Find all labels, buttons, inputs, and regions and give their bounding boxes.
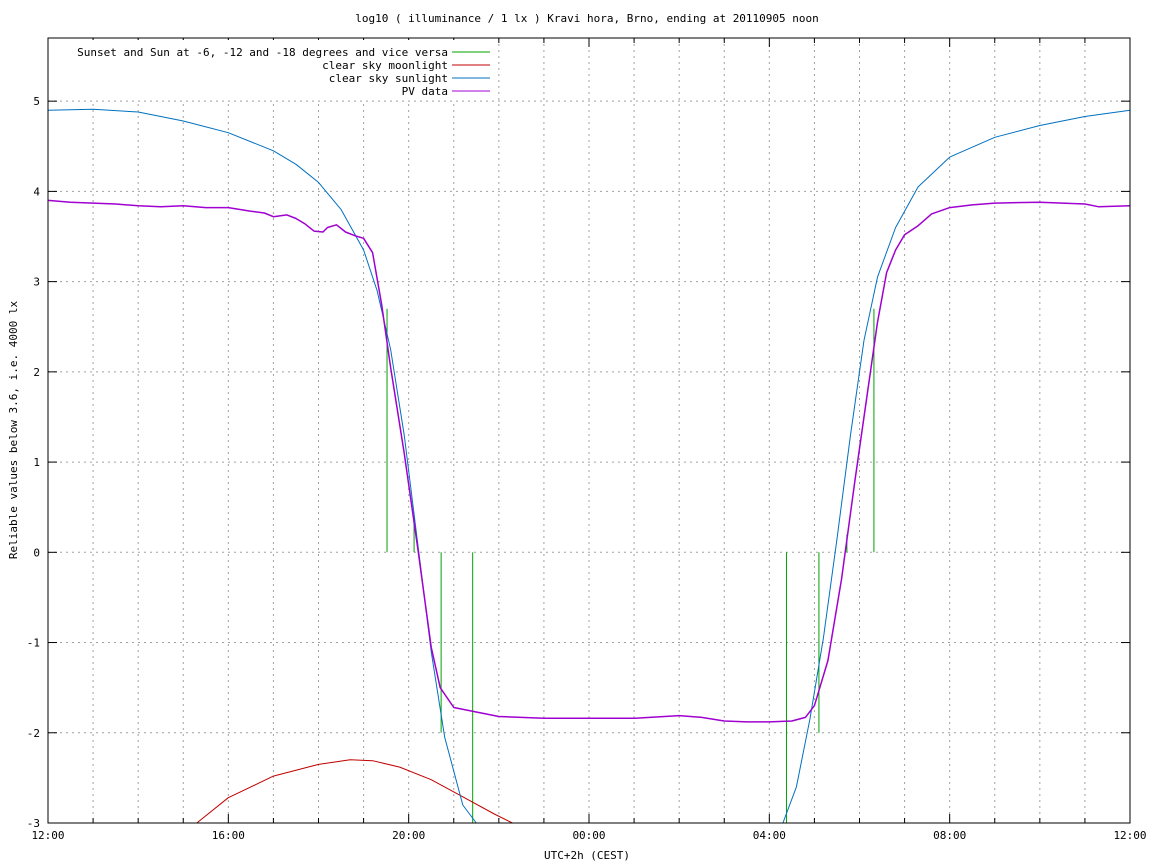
series-layer <box>47 108 1131 824</box>
x-axis-ticks: 12:00 16:00 20:00 00:00 04:00 08:00 12:00 <box>31 38 1147 842</box>
x-tick-label: 16:00 <box>212 829 245 842</box>
series-line <box>196 759 513 824</box>
x-axis-label: UTC+2h (CEST) <box>544 849 630 862</box>
x-tick-label: 12:00 <box>1113 829 1146 842</box>
series-2 <box>47 108 1131 824</box>
x-tick-label: 08:00 <box>933 829 966 842</box>
y-axis-ticks: -3 -2 -1 0 1 2 3 4 5 <box>27 95 1130 830</box>
x-tick-label: 12:00 <box>31 829 64 842</box>
y-tick-label: 3 <box>33 276 40 289</box>
y-tick-label: 2 <box>33 366 40 379</box>
chart-title: log10 ( illuminance / 1 lx ) Kravi hora,… <box>355 12 819 25</box>
legend-label: clear sky sunlight <box>329 72 448 85</box>
y-tick-label: 5 <box>33 95 40 108</box>
legend-label: Sunset and Sun at -6, -12 and -18 degree… <box>77 46 448 59</box>
legend-label: PV data <box>402 85 448 98</box>
x-tick-label: 20:00 <box>392 829 425 842</box>
y-tick-label: 4 <box>33 185 40 198</box>
y-tick-label: -2 <box>27 727 40 740</box>
y-tick-label: 0 <box>33 546 40 559</box>
legend-label: clear sky moonlight <box>322 59 448 72</box>
x-tick-label: 00:00 <box>572 829 605 842</box>
series-3 <box>47 199 1131 723</box>
legend: Sunset and Sun at -6, -12 and -18 degree… <box>50 40 496 100</box>
y-axis-label: Reliable values below 3.6, i.e. 4000 lx <box>7 300 20 559</box>
y-tick-label: -3 <box>27 817 40 830</box>
y-tick-label: -1 <box>27 637 40 650</box>
series-0 <box>386 308 875 823</box>
x-tick-label: 04:00 <box>753 829 786 842</box>
plot-border <box>47 37 1131 824</box>
series-1 <box>196 759 513 824</box>
legend-background <box>50 40 496 100</box>
series-line <box>47 108 1131 824</box>
series-line <box>47 199 1131 723</box>
y-tick-label: 1 <box>33 456 40 469</box>
